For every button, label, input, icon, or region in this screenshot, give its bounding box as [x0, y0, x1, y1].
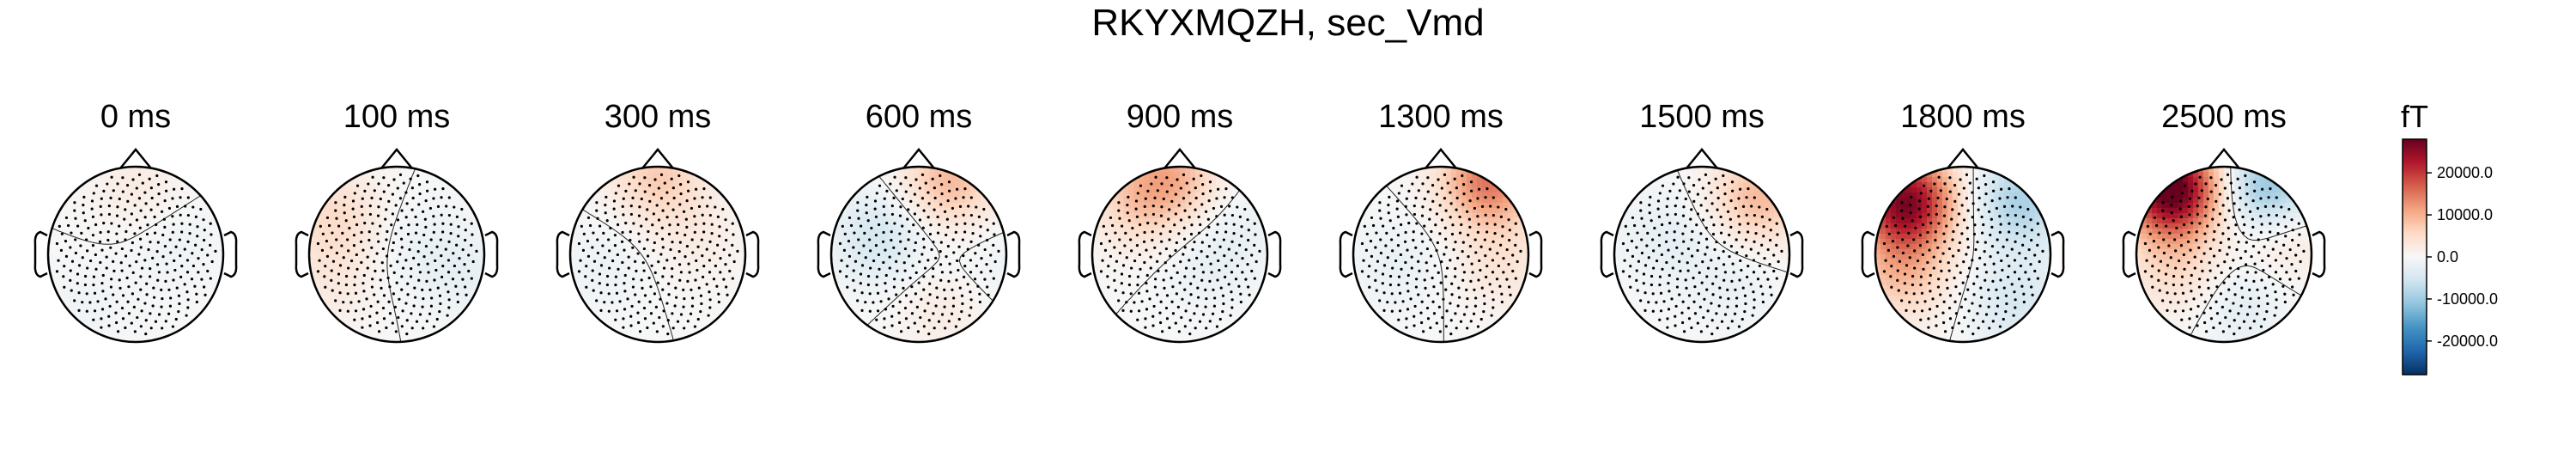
right-ear — [484, 230, 499, 278]
head-outline — [1091, 165, 1269, 344]
left-ear — [295, 230, 309, 278]
sensor-dots — [1099, 173, 1261, 336]
left-ear — [2122, 230, 2136, 278]
right-ear — [223, 230, 238, 278]
left-ear — [1600, 230, 1614, 278]
nose — [641, 148, 674, 169]
topomap-time-label: 2500 ms — [2161, 99, 2287, 135]
nose — [1686, 148, 1718, 169]
nose — [1425, 148, 1457, 169]
topomap-4: 900 ms — [1078, 99, 1282, 344]
sensor-dots — [316, 173, 478, 336]
right-ear — [1789, 230, 1804, 278]
topomap-time-label: 100 ms — [343, 99, 451, 135]
left-ear — [817, 230, 831, 278]
head-outline — [829, 165, 1008, 344]
nose — [2208, 148, 2240, 169]
sensor-dots — [1882, 173, 2044, 336]
topomap-7: 1800 ms — [1861, 99, 2065, 344]
topomap-6: 1500 ms — [1600, 99, 1804, 344]
topomap-1: 100 ms — [295, 99, 499, 344]
left-ear — [1861, 230, 1875, 278]
sensor-dots — [55, 173, 217, 336]
colorbar: 20000.0 10000.0 0.0 -10000.0 -20000.0 fT — [2401, 99, 2498, 375]
topomap-time-label: 600 ms — [866, 99, 973, 135]
right-ear — [745, 230, 760, 278]
left-ear — [1339, 230, 1353, 278]
sensor-dots — [2143, 173, 2306, 336]
right-ear — [2050, 230, 2065, 278]
colorbar-tick-label: 20000.0 — [2437, 164, 2493, 181]
colorbar-unit-label: fT — [2401, 99, 2428, 134]
colorbar-tick-label: -10000.0 — [2437, 290, 2498, 308]
topomap-time-label: 1500 ms — [1639, 99, 1765, 135]
right-ear — [1006, 230, 1021, 278]
right-ear — [1267, 230, 1282, 278]
right-ear — [1528, 230, 1543, 278]
nose — [1947, 148, 1979, 169]
head-outline — [568, 165, 747, 344]
sensor-dots — [577, 173, 739, 336]
colorbar-tick-label: -20000.0 — [2437, 333, 2498, 350]
head-outline — [307, 165, 486, 344]
topomap-time-label: 1300 ms — [1378, 99, 1504, 135]
right-ear — [2312, 230, 2326, 278]
page-title: RKYXMQZH, sec_Vmd — [1091, 2, 1485, 44]
topomap-time-label: 0 ms — [100, 99, 171, 135]
sensor-dots — [1360, 173, 1522, 336]
colorbar-tick-label: 0.0 — [2437, 248, 2458, 266]
sensor-dots — [1621, 173, 1783, 336]
colorbar-tick-label: 10000.0 — [2437, 206, 2493, 223]
topomap-time-label: 1800 ms — [1900, 99, 2026, 135]
head-outline — [46, 165, 225, 344]
sensor-dots — [838, 173, 1000, 336]
topomap-3: 600 ms — [817, 99, 1021, 344]
nose — [902, 148, 935, 169]
topomap-time-label: 300 ms — [605, 99, 712, 135]
left-ear — [556, 230, 570, 278]
topomap-time-label: 900 ms — [1127, 99, 1234, 135]
colorbar-gradient — [2402, 138, 2427, 375]
topomap-2: 300 ms — [556, 99, 760, 344]
head-outline — [1352, 165, 1530, 344]
left-ear — [1078, 230, 1092, 278]
left-ear — [33, 230, 48, 278]
nose — [1163, 148, 1196, 169]
topomap-0: 0 ms — [33, 99, 238, 344]
head-outline — [1613, 165, 1791, 344]
zero-contour — [1675, 167, 1789, 274]
head-outline — [2135, 165, 2313, 344]
topomap-8: 2500 ms — [2122, 99, 2326, 344]
topomap-5: 1300 ms — [1339, 99, 1543, 344]
nose — [380, 148, 413, 169]
nose — [119, 148, 152, 169]
head-outline — [1874, 165, 2052, 344]
